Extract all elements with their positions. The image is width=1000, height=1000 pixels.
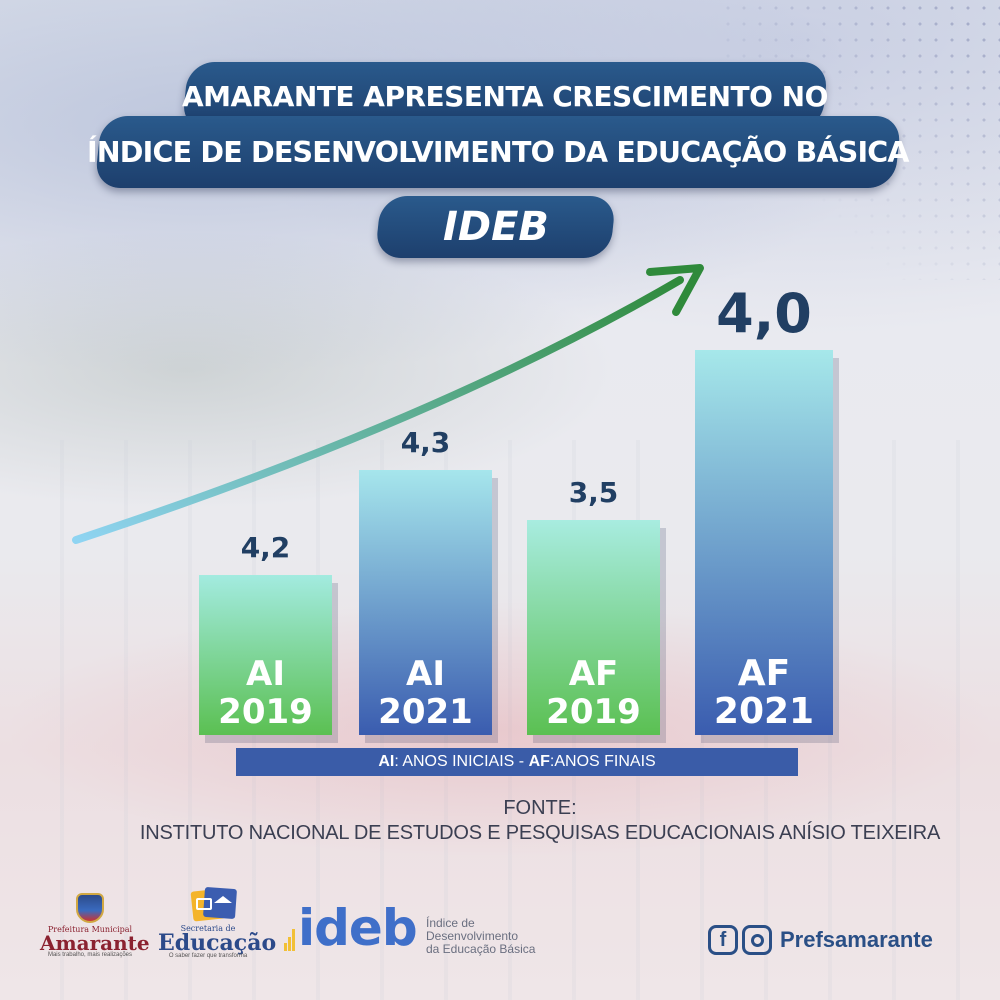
bar-value-label: 4,2 [241, 531, 291, 564]
bar-ai-2019 [199, 575, 332, 735]
legend-strip: AI : ANOS INICIAIS - AF :ANOS FINAIS [236, 748, 798, 776]
bar-category-year: 2019 [218, 692, 313, 732]
bar-category-year: 2019 [546, 692, 641, 732]
bar-category-label: AF [569, 654, 619, 694]
bar-ai-2021 [359, 470, 492, 735]
bar-category-year: 2021 [378, 692, 473, 732]
education-book-icon [178, 886, 238, 924]
crest-icon [76, 893, 104, 923]
ideb-desc-line2: Desenvolvimento [426, 929, 519, 943]
ideb-logo-description: Índice de Desenvolvimento da Educação Bá… [426, 917, 535, 956]
educacao-logo-name: Educação [158, 930, 277, 956]
source-heading: FONTE: [503, 797, 577, 819]
educacao-logo-tagline: O saber fazer que transforma [168, 953, 248, 959]
legend-af-text: :ANOS FINAIS [549, 753, 656, 770]
facebook-icon[interactable]: f [708, 925, 738, 955]
ideb-bars-icon [284, 929, 296, 951]
growth-arrow-head [646, 264, 704, 316]
amarante-logo-small: Prefeitura Municipal [47, 925, 133, 934]
source-body: INSTITUTO NACIONAL DE ESTUDOS E PESQUISA… [139, 822, 941, 844]
bar-category-label: AI [406, 654, 445, 694]
social-handle[interactable]: Prefsamarante [780, 927, 933, 952]
ideb-logo: ideb Índice de Desenvolvimento da Educaç… [284, 899, 554, 963]
bar-category-year: 2021 [714, 691, 814, 732]
bar-af-2021 [695, 350, 833, 735]
growth-arrow-line [72, 276, 684, 544]
bar-category-label: AI [246, 654, 285, 694]
bar-value-label: 4,0 [716, 282, 812, 345]
amarante-logo-name: Amarante [40, 931, 150, 955]
educacao-logo: Secretaria de Educação O saber fazer que… [158, 886, 277, 978]
ideb-logo-word: ideb [298, 899, 418, 957]
bar-value-label: 3,5 [569, 476, 619, 509]
legend-ai-abbr: AI [378, 753, 395, 770]
educacao-logo-small: Secretaria de [180, 924, 236, 933]
ideb-desc-line3: da Educação Básica [426, 942, 536, 956]
amarante-logo: Prefeitura Municipal Amarante Mais traba… [40, 893, 150, 973]
legend-ai-text: : ANOS INICIAIS - [394, 753, 529, 770]
ideb-desc-line1: Índice de [426, 916, 475, 930]
amarante-logo-tagline: Mais trabalho, mais realizações [47, 952, 133, 958]
bar-af-2019 [527, 520, 660, 735]
instagram-icon[interactable] [742, 925, 772, 955]
social-handle-block: f Prefsamarante [708, 920, 988, 960]
bar-value-label: 4,3 [401, 426, 451, 459]
bar-category-label: AF [738, 653, 790, 694]
legend-af-abbr: AF [528, 753, 550, 770]
